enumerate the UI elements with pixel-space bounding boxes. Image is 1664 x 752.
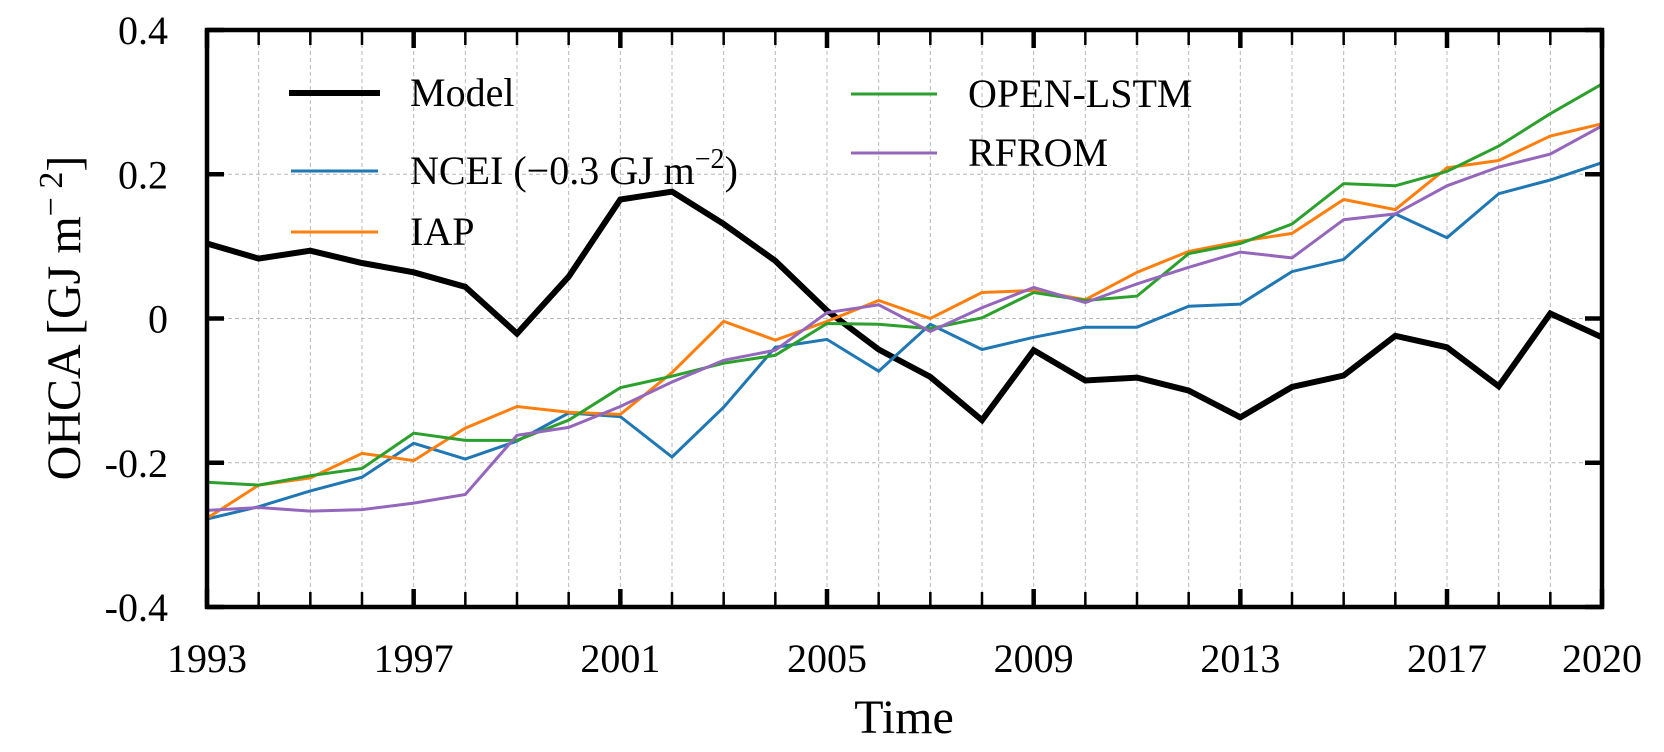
- legend-label-open-lstm: OPEN-LSTM: [968, 71, 1192, 116]
- x-tick-label: 2009: [994, 636, 1074, 681]
- legend-item-open-lstm: OPEN-LSTM: [851, 71, 1192, 116]
- y-tick-label: 0.4: [118, 8, 168, 53]
- y-axis-ticks: -0.4 -0.2 0 0.2 0.4: [105, 8, 1602, 630]
- legend-label-ncei-sup: −2: [695, 144, 725, 175]
- series-line-model: [206, 188, 1604, 425]
- y-tick-label: -0.2: [105, 441, 168, 486]
- legend-label-rfrom: RFROM: [968, 130, 1108, 175]
- series-line-iap: [206, 122, 1603, 520]
- y-tick-label: 0.2: [118, 152, 168, 197]
- legend-item-model: Model: [289, 70, 514, 115]
- x-tick-label: 2017: [1407, 636, 1487, 681]
- series-line-ncei: [206, 161, 1603, 521]
- svg-text:NCEI (−0.3 GJ m−2): NCEI (−0.3 GJ m−2): [410, 144, 738, 193]
- legend-label-ncei-close: ): [725, 148, 738, 193]
- legend-label-iap: IAP: [410, 209, 474, 254]
- y-axis-title-close: ]: [38, 156, 91, 172]
- y-axis-title-main: OHCA [GJ m: [38, 216, 91, 480]
- x-tick-label: 2005: [787, 636, 867, 681]
- x-tick-label: 1993: [167, 636, 247, 681]
- legend-item-rfrom: RFROM: [851, 130, 1108, 175]
- y-tick-label: -0.4: [105, 585, 168, 630]
- legend-item-ncei: NCEI (−0.3 GJ m−2): [291, 144, 738, 193]
- x-tick-label: 2001: [580, 636, 660, 681]
- legend-label-model: Model: [410, 70, 514, 115]
- y-tick-label: 0: [148, 297, 168, 342]
- series-lines: [206, 82, 1604, 521]
- y-axis-title-sup: − 2: [33, 172, 70, 217]
- legend: Model NCEI (−0.3 GJ m−2) IAP OPEN-LSTM R…: [289, 70, 1192, 254]
- x-axis-ticks: 1993 1997 2001 2005 2009 2013 2017 2020: [167, 30, 1642, 681]
- x-tick-label: 1997: [374, 636, 454, 681]
- legend-label-ncei: NCEI (−0.3 GJ m: [410, 148, 695, 193]
- series-line-open-lstm: [206, 82, 1603, 487]
- series-line-rfrom: [206, 124, 1603, 513]
- x-tick-label: 2020: [1562, 636, 1642, 681]
- x-axis-title: Time: [854, 691, 954, 744]
- legend-item-iap: IAP: [291, 209, 474, 254]
- x-tick-label: 2013: [1200, 636, 1280, 681]
- svg-text:OHCA [GJ m− 2]: OHCA [GJ m− 2]: [33, 156, 91, 481]
- y-axis-title: OHCA [GJ m− 2]: [33, 156, 91, 481]
